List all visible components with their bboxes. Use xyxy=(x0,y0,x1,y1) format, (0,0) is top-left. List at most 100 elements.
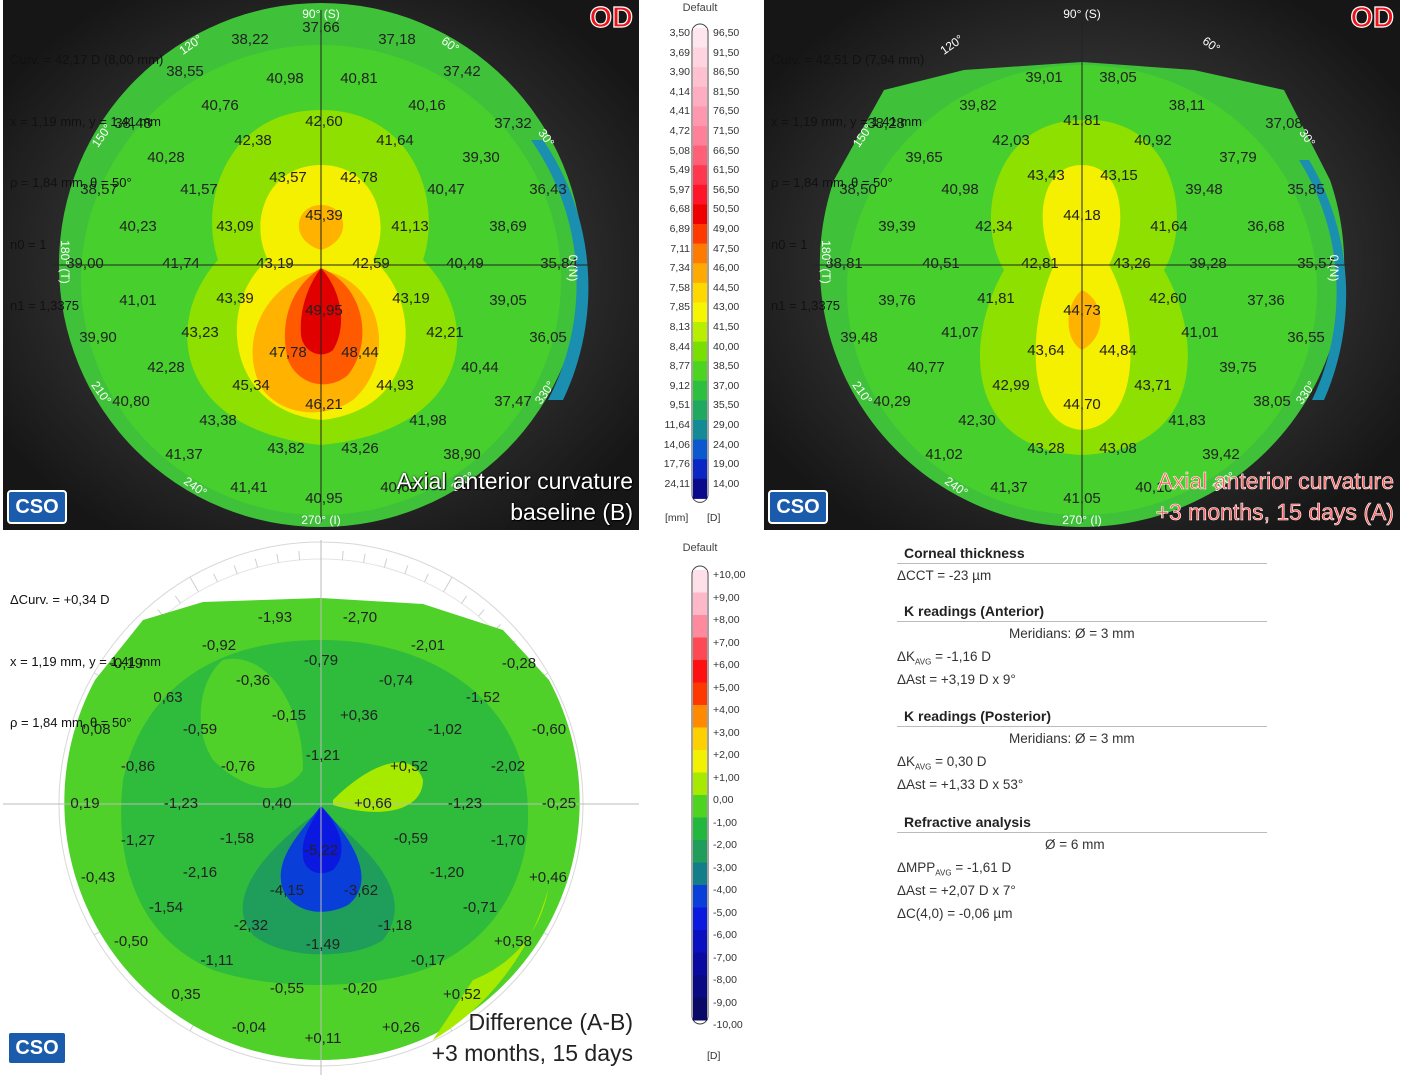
difference-scale-tick-right-4: +6,00 xyxy=(713,659,740,671)
baseline-value-21: 36,43 xyxy=(529,181,567,198)
curvature-scale-tick-right-3: 81,50 xyxy=(713,85,740,98)
difference-value-36: +0,46 xyxy=(529,869,567,886)
difference-value-11: -0,15 xyxy=(272,707,306,724)
curvature-scale-tick-left-11: 7,11 xyxy=(670,242,690,255)
baseline-value-49: 46,21 xyxy=(305,396,343,413)
curvature-scale-bar xyxy=(691,23,709,503)
k-anterior-title: K readings (Anterior) xyxy=(897,601,1267,622)
difference-scale-tick-right-13: -3,00 xyxy=(713,861,737,874)
difference-value-29: -1,58 xyxy=(220,830,254,847)
cso-logo: CSO xyxy=(7,490,67,524)
difference-value-16: -0,60 xyxy=(532,721,566,738)
difference-scale-band-8 xyxy=(693,750,707,773)
followup-value-51: 39,42 xyxy=(1202,446,1240,463)
followup-value-29: 41,81 xyxy=(977,290,1015,307)
curvature-scale-band-18 xyxy=(693,380,707,401)
followup-value-22: 38,81 xyxy=(825,255,863,272)
followup-value-52: 41,37 xyxy=(990,479,1028,496)
followup-value-26: 39,28 xyxy=(1189,255,1227,272)
baseline-value-43: 48,44 xyxy=(341,344,379,361)
difference-value-33: -0,43 xyxy=(81,869,115,886)
difference-scale-bar xyxy=(691,565,709,1025)
followup-value-35: 41,01 xyxy=(1181,324,1219,341)
followup-caption: Axial anterior curvature +3 months, 15 d… xyxy=(1155,466,1394,528)
difference-scale-tick-right-17: -7,00 xyxy=(713,951,737,964)
baseline-value-7: 40,76 xyxy=(201,97,239,114)
difference-scale-band-5 xyxy=(693,682,707,706)
difference-scale-tick-right-20: -10,00 xyxy=(713,1019,743,1031)
baseline-value-4: 40,98 xyxy=(266,70,304,87)
ring-tick xyxy=(461,595,468,604)
curvature-scale-tick-right-6: 66,50 xyxy=(713,144,740,157)
curvature-scale-tick-right-22: 19,00 xyxy=(713,458,740,471)
followup-info-xy: x = 1,19 mm, y = 1,41 mm xyxy=(771,113,922,129)
followup-value-5: 37,08 xyxy=(1265,115,1303,132)
followup-value-42: 43,71 xyxy=(1134,377,1172,394)
curvature-scale-tick-right-18: 37,00 xyxy=(713,379,740,392)
difference-value-7: 0,63 xyxy=(153,689,182,706)
curvature-scale-band-23 xyxy=(693,478,707,499)
baseline-angle-9: 180° (T) xyxy=(58,240,72,283)
followup-value-16: 35,85 xyxy=(1287,181,1325,198)
cso-logo: CSO xyxy=(768,490,828,524)
baseline-value-33: 41,01 xyxy=(119,292,157,309)
difference-scale-tick-right-11: -1,00 xyxy=(713,816,737,829)
curvature-scale-band-1 xyxy=(693,47,707,68)
ring-tick xyxy=(424,573,429,583)
difference-caption-line2: +3 months, 15 days xyxy=(431,1040,633,1066)
baseline-value-44: 42,28 xyxy=(147,359,185,376)
followup-value-44: 44,70 xyxy=(1063,396,1101,413)
followup-value-8: 40,92 xyxy=(1134,132,1172,149)
curvature-scale-band-12 xyxy=(693,263,707,284)
curvature-scale-unit-d: [D] xyxy=(707,512,721,524)
curvature-scale-tick-right-7: 61,50 xyxy=(713,164,740,177)
difference-scale-tick-right-5: +5,00 xyxy=(713,681,740,694)
difference-value-44: -1,49 xyxy=(306,936,340,953)
curvature-scale-band-3 xyxy=(693,86,707,107)
difference-value-27: -0,25 xyxy=(542,795,576,812)
curvature-scale-tick-left-8: 5,97 xyxy=(669,183,690,196)
difference-scale-tick-right-0: +10,00 xyxy=(713,569,746,581)
baseline-angle-0: 90° (S) xyxy=(302,7,339,21)
baseline-value-17: 42,78 xyxy=(340,169,378,186)
difference-scale-band-6 xyxy=(693,705,707,728)
baseline-map-panel: 37,66 38,22 37,18 38,55 40,98 40,81 37,42 40,76… xyxy=(3,0,639,530)
curvature-scale-band-20 xyxy=(693,420,707,441)
difference-value-18: -0,86 xyxy=(121,758,155,775)
baseline-value-25: 41,13 xyxy=(391,218,429,235)
difference-scale-band-11 xyxy=(693,817,707,841)
followup-value-13: 38,50 xyxy=(839,181,877,198)
difference-scale-band-2 xyxy=(693,615,707,638)
baseline-value-52: 41,98 xyxy=(409,412,447,429)
refractive-mpp-prefix: ΔMPP xyxy=(897,860,936,875)
followup-value-45: 38,05 xyxy=(1253,393,1291,410)
followup-value-27: 35,57 xyxy=(1297,255,1335,272)
refractive-mpp-sub: AVG xyxy=(935,868,952,878)
curvature-scale-tick-right-2: 86,50 xyxy=(713,66,740,79)
difference-value-8: -0,36 xyxy=(236,672,270,689)
baseline-value-51: 43,38 xyxy=(199,412,237,429)
baseline-value-22: 45,39 xyxy=(305,207,343,224)
difference-scale-tick-right-10: 0,00 xyxy=(713,794,734,806)
baseline-value-45: 40,44 xyxy=(461,359,499,376)
ring-tick xyxy=(478,609,485,617)
difference-value-12: +0,36 xyxy=(340,707,378,724)
curvature-scale-band-4 xyxy=(693,106,707,127)
followup-value-50: 41,02 xyxy=(925,446,963,463)
difference-value-4: -0,19 xyxy=(109,655,143,672)
baseline-value-48: 40,80 xyxy=(112,393,150,410)
followup-value-43: 40,29 xyxy=(873,393,911,410)
k-posterior-kavg-prefix: ΔK xyxy=(897,754,916,769)
refractive-mpp-value: = -1,61 D xyxy=(955,860,1012,875)
followup-value-9: 39,65 xyxy=(905,149,943,166)
difference-scale-tick-right-3: +7,00 xyxy=(713,636,740,649)
difference-scale-band-0 xyxy=(693,570,707,593)
difference-value-2: -0,92 xyxy=(202,637,236,654)
difference-value-5: -0,79 xyxy=(304,652,338,669)
curvature-scale-band-0 xyxy=(693,28,707,49)
curvature-scale-tick-right-16: 40,00 xyxy=(713,340,740,353)
k-posterior-ast: ΔAst = +1,33 D x 53° xyxy=(897,777,1024,792)
baseline-value-57: 41,41 xyxy=(230,479,268,496)
curvature-scale-tick-left-9: 6,68 xyxy=(669,203,690,216)
curvature-scale-band-6 xyxy=(693,145,707,166)
